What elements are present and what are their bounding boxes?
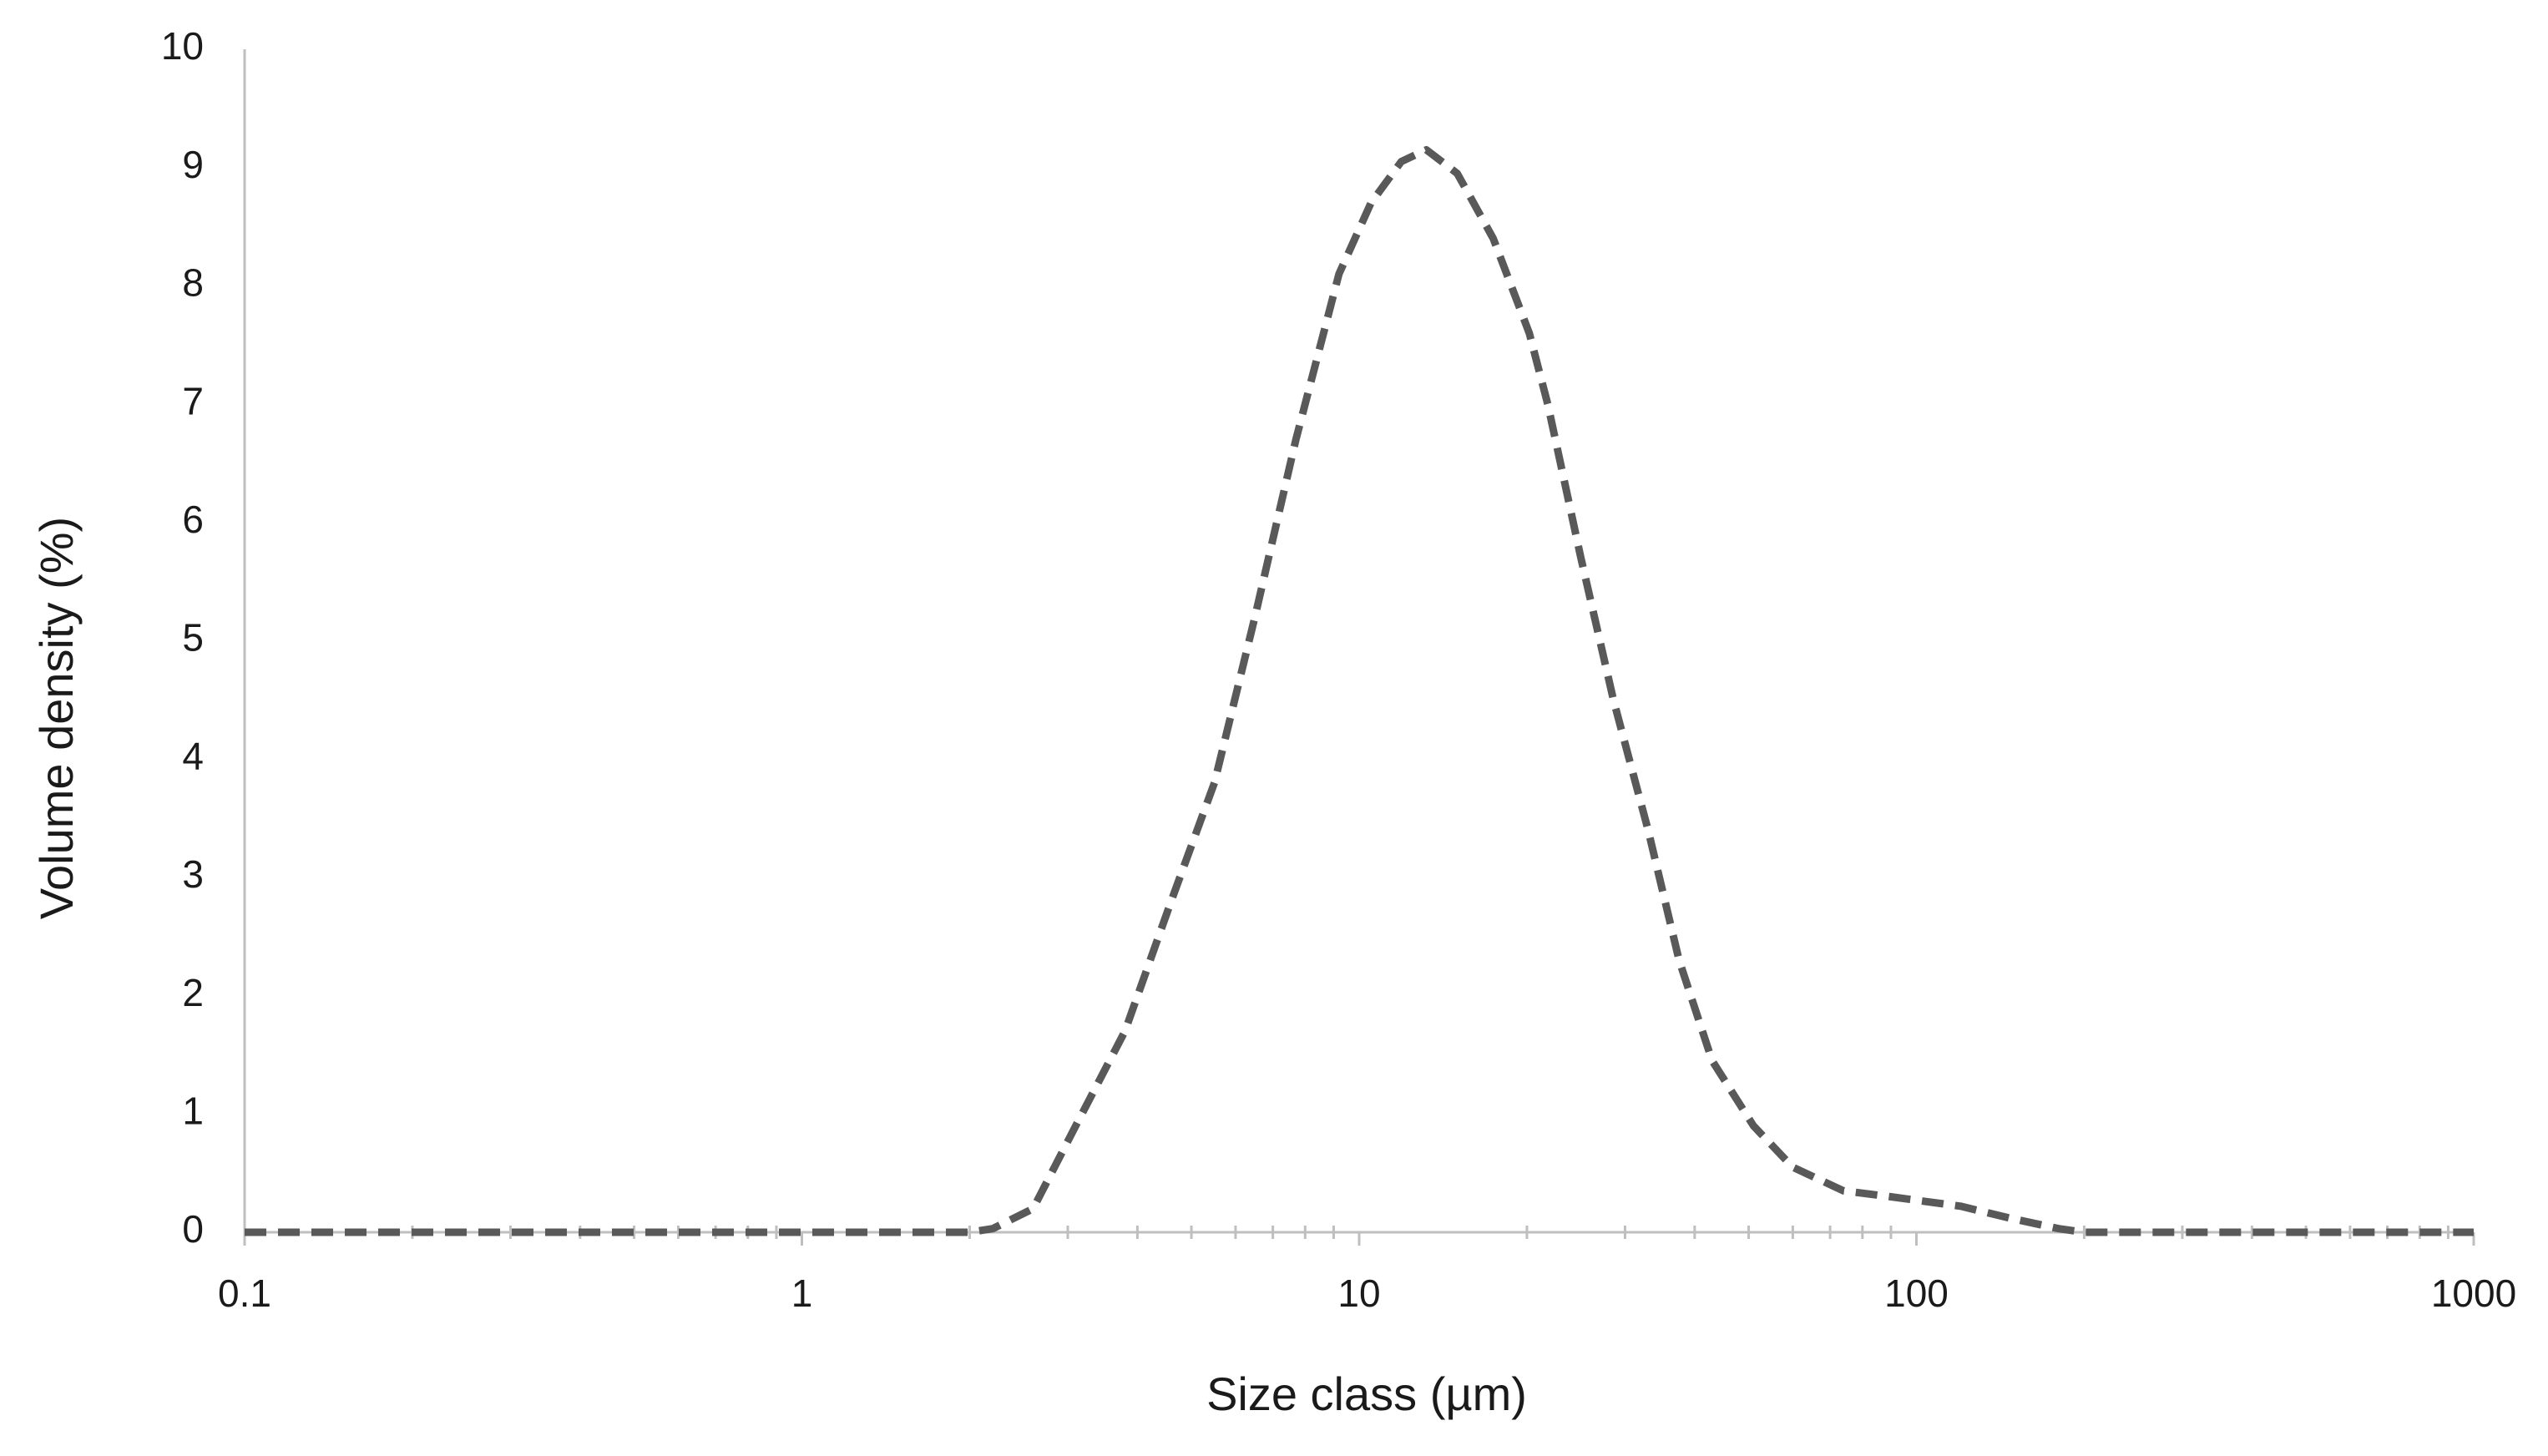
x-tick-label: 10 <box>1337 1271 1380 1315</box>
y-tick-label: 9 <box>182 143 204 186</box>
y-tick-label: 6 <box>182 498 204 541</box>
x-tick-label: 0.1 <box>218 1271 271 1315</box>
y-tick-label: 0 <box>182 1207 204 1251</box>
x-axis-title: Size class (µm) <box>1206 1368 1527 1420</box>
y-tick-label: 3 <box>182 852 204 896</box>
y-tick-label: 5 <box>182 616 204 660</box>
y-tick-label: 4 <box>182 734 204 777</box>
data-line <box>245 145 2474 1236</box>
y-tick-label: 2 <box>182 971 204 1014</box>
y-tick-label: 1 <box>182 1089 204 1132</box>
x-tick-label: 100 <box>1884 1271 1949 1315</box>
x-tick-label: 1 <box>791 1271 813 1315</box>
y-tick-label: 7 <box>182 379 204 422</box>
y-tick-label: 8 <box>182 261 204 305</box>
y-tick-label: 10 <box>161 24 204 68</box>
y-axis-title: Volume density (%) <box>30 517 83 919</box>
x-tick-label: 1000 <box>2431 1271 2516 1315</box>
